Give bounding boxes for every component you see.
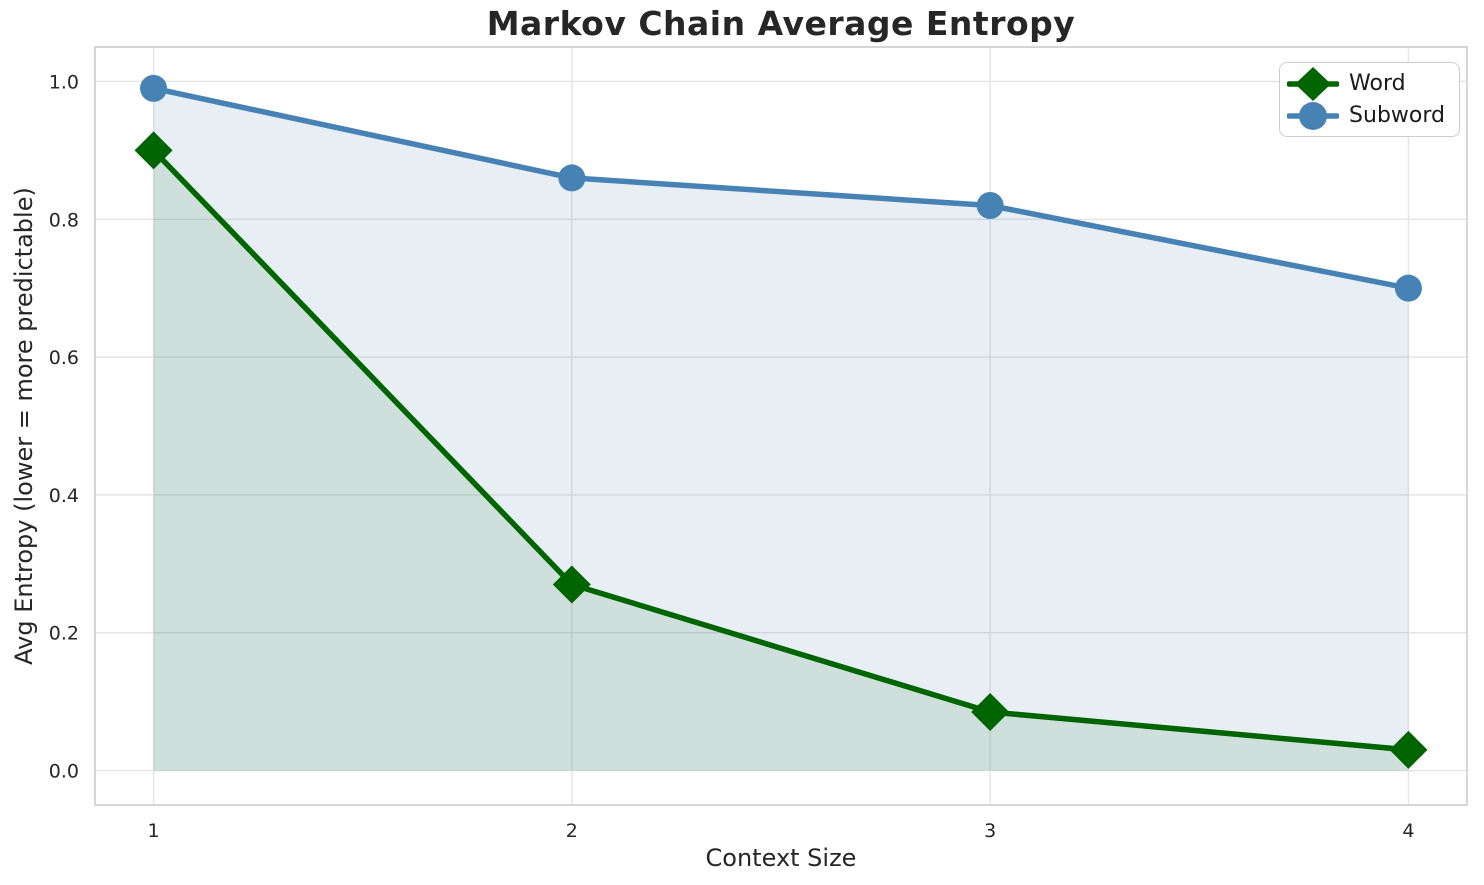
plot-border xyxy=(94,46,1468,806)
y-tick-label: 1.0 xyxy=(49,71,79,93)
data-point-subword xyxy=(558,164,586,192)
x-axis-label: Context Size xyxy=(705,844,857,872)
legend-label: Subword xyxy=(1349,102,1445,128)
data-point-subword xyxy=(1394,274,1422,302)
data-point-word xyxy=(134,131,173,170)
y-tick-label: 0.6 xyxy=(49,347,79,369)
x-tick-label: 3 xyxy=(984,820,996,842)
data-point-subword xyxy=(976,191,1004,219)
data-point-word xyxy=(971,692,1010,731)
x-tick-label: 1 xyxy=(148,820,160,842)
legend: Word Subword xyxy=(1279,62,1460,137)
y-tick-label: 0.2 xyxy=(49,623,79,645)
x-tick-label: 4 xyxy=(1402,820,1414,842)
data-point-subword xyxy=(140,74,168,102)
area-fill-subword xyxy=(153,88,1409,771)
diamond-marker-icon xyxy=(1287,66,1340,101)
legend-item-subword: Subword xyxy=(1287,100,1445,131)
y-axis-label: Avg Entropy (lower = more predictable) xyxy=(10,187,38,665)
series-line-word xyxy=(150,147,1412,753)
x-tick-label: 2 xyxy=(566,820,578,842)
y-tick-label: 0.4 xyxy=(49,485,79,507)
plot-area xyxy=(95,47,1467,805)
y-tick-label: 0.8 xyxy=(49,209,79,231)
chart-title: Markov Chain Average Entropy xyxy=(486,4,1076,43)
series-line-subword xyxy=(150,85,1412,291)
legend-item-word: Word xyxy=(1287,66,1445,101)
area-fill-word xyxy=(153,150,1409,771)
circle-marker-icon xyxy=(1287,101,1340,130)
data-point-word xyxy=(552,565,591,604)
y-tick-label: 0.0 xyxy=(49,761,79,783)
legend-label: Word xyxy=(1349,70,1406,96)
data-point-word xyxy=(1389,730,1428,769)
